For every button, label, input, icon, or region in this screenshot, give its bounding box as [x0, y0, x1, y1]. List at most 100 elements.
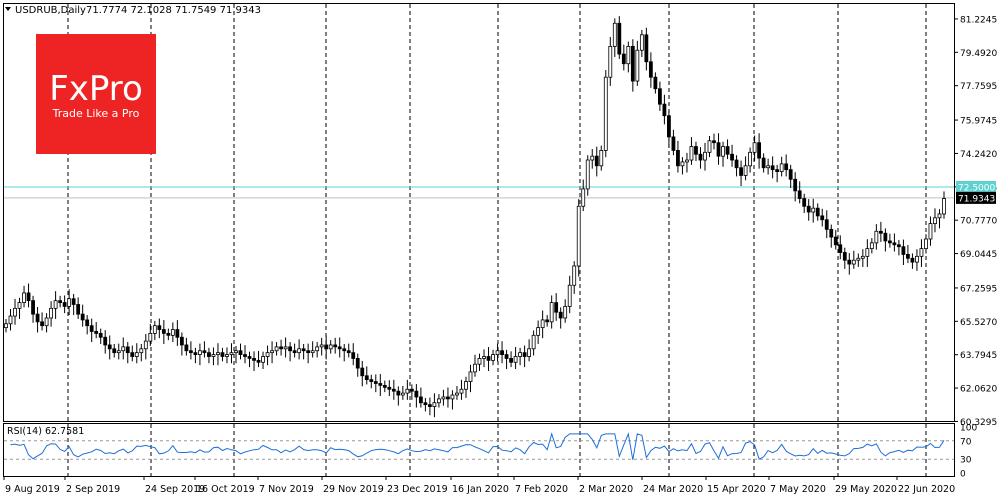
candle: [527, 339, 532, 362]
candle: [71, 293, 76, 316]
level-price-tag-label: 72.5000: [958, 183, 995, 193]
candle: [793, 172, 798, 202]
candle: [364, 366, 369, 385]
candle: [193, 347, 198, 364]
candle: [829, 224, 834, 248]
candle: [703, 142, 707, 171]
candle: [225, 347, 229, 364]
candle: [31, 295, 35, 323]
y-tick-label: 77.7595: [960, 82, 997, 92]
candle: [405, 379, 410, 400]
candle: [49, 301, 53, 327]
candle: [378, 374, 383, 396]
rsi-label: RSI(14) 62.7581: [7, 426, 84, 437]
candle: [915, 249, 919, 271]
candle: [306, 343, 311, 364]
candle: [116, 343, 121, 360]
x-tick-label: 24 Sep 2019: [145, 484, 205, 495]
x-tick-label: 2 Sep 2019: [66, 484, 120, 495]
candle: [229, 343, 234, 364]
candle: [256, 350, 261, 368]
candle: [730, 144, 734, 167]
candle: [558, 307, 563, 329]
candle: [874, 224, 879, 250]
candle: [414, 384, 419, 408]
candle: [170, 322, 175, 343]
candle: [270, 341, 274, 364]
candle: [639, 30, 644, 57]
candle: [689, 137, 694, 165]
candle: [288, 342, 293, 362]
candle: [80, 304, 85, 327]
menu-triangle-icon[interactable]: [5, 7, 11, 11]
candle: [139, 343, 144, 362]
candle: [328, 340, 333, 354]
candle: [784, 154, 789, 177]
candle: [53, 291, 58, 319]
candle: [450, 390, 455, 410]
candle: [509, 351, 513, 368]
candle: [572, 261, 577, 294]
candle: [175, 320, 180, 346]
candle: [748, 147, 752, 173]
candle: [382, 380, 387, 393]
candle: [310, 341, 315, 358]
candle: [279, 339, 283, 356]
candle: [423, 397, 428, 412]
candle: [635, 40, 640, 86]
candle: [671, 129, 676, 156]
candle: [603, 70, 608, 158]
candle: [247, 351, 252, 368]
candle: [680, 157, 685, 175]
candle: [396, 386, 401, 406]
svg-text:FxPro: FxPro: [49, 69, 143, 109]
x-tick-label: 9 Aug 2019: [5, 484, 60, 495]
candle: [35, 307, 40, 333]
candle: [887, 233, 892, 248]
candle: [13, 298, 17, 325]
candle: [486, 347, 491, 371]
candle: [694, 141, 698, 161]
main-plot-frame: [3, 3, 955, 422]
candle: [301, 343, 306, 360]
candle: [148, 323, 153, 346]
candle: [901, 239, 906, 266]
candle: [62, 295, 67, 314]
candle: [820, 208, 825, 227]
candle: [220, 347, 225, 362]
candle: [387, 380, 392, 396]
candle: [860, 249, 865, 267]
candle: [346, 343, 351, 358]
candle: [878, 221, 883, 242]
x-tick-label: 24 Mar 2020: [643, 484, 703, 495]
candle: [919, 239, 924, 267]
candle: [725, 139, 730, 160]
candle: [17, 297, 22, 319]
candle: [910, 253, 915, 269]
y-tick-label: 69.0445: [960, 250, 997, 260]
candle: [495, 343, 500, 362]
candle: [648, 52, 653, 88]
y-tick-label: 79.4920: [960, 49, 997, 59]
candle: [563, 299, 568, 323]
candle: [933, 208, 937, 233]
candle: [626, 41, 631, 73]
current-price-tag: [956, 191, 996, 204]
candle: [775, 164, 780, 183]
candle: [698, 147, 703, 169]
candle: [621, 44, 626, 71]
x-tick-label: 29 May 2020: [835, 484, 897, 495]
candle: [8, 308, 13, 331]
candle: [806, 199, 811, 221]
candle: [856, 253, 861, 267]
candle: [446, 387, 450, 408]
candle: [319, 337, 324, 356]
y-tick-label: 65.5270: [960, 318, 997, 328]
candle: [333, 337, 338, 354]
candle: [612, 18, 617, 57]
y-tick-label: 63.7945: [960, 351, 997, 361]
x-tick-label: 22 Jun 2020: [898, 484, 955, 495]
candle: [26, 283, 31, 308]
candle: [815, 203, 820, 221]
candle: [351, 343, 356, 366]
